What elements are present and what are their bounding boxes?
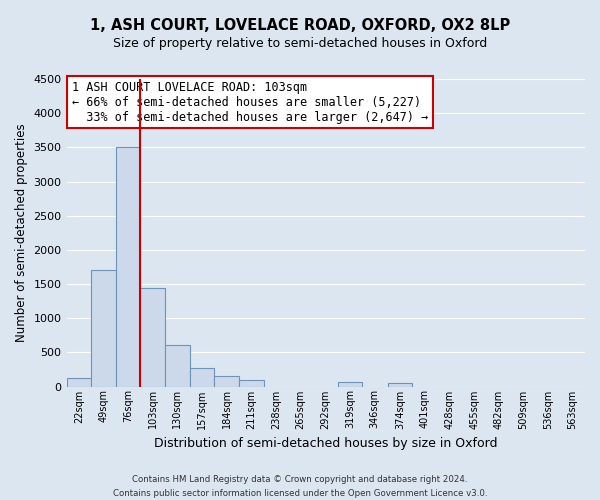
Bar [140,288,165,386]
Bar [190,368,214,386]
Bar [67,378,91,386]
Text: 1 ASH COURT LOVELACE ROAD: 103sqm
← 66% of semi-detached houses are smaller (5,2: 1 ASH COURT LOVELACE ROAD: 103sqm ← 66% … [72,80,428,124]
Text: Contains HM Land Registry data © Crown copyright and database right 2024.
Contai: Contains HM Land Registry data © Crown c… [113,476,487,498]
Bar [214,376,239,386]
Bar [338,382,362,386]
Y-axis label: Number of semi-detached properties: Number of semi-detached properties [15,124,28,342]
Text: 1, ASH COURT, LOVELACE ROAD, OXFORD, OX2 8LP: 1, ASH COURT, LOVELACE ROAD, OXFORD, OX2… [90,18,510,32]
Bar [388,383,412,386]
Bar [239,380,264,386]
Text: Size of property relative to semi-detached houses in Oxford: Size of property relative to semi-detach… [113,38,487,51]
Bar [91,270,116,386]
Bar [165,345,190,387]
Bar [116,148,140,386]
X-axis label: Distribution of semi-detached houses by size in Oxford: Distribution of semi-detached houses by … [154,437,497,450]
